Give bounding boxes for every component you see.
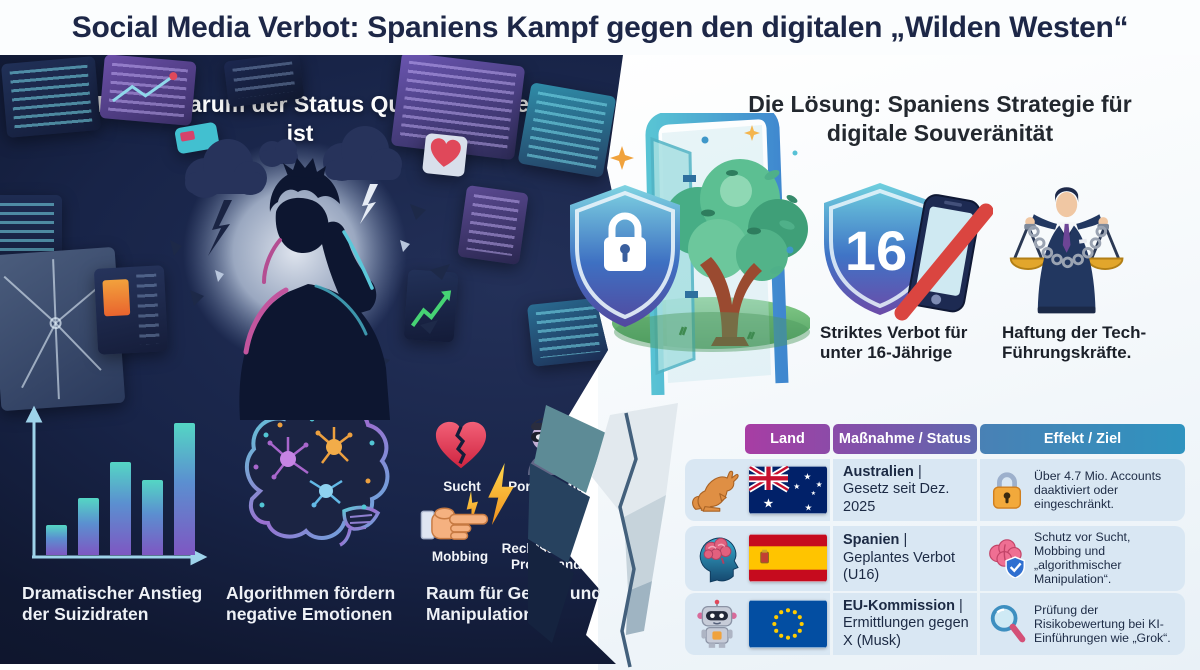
light-shards <box>215 240 410 282</box>
chart-bar <box>174 423 195 555</box>
caption-suicide-rates: Dramatischer Anstieg der Suizidraten <box>22 583 203 624</box>
sparkles <box>610 125 798 274</box>
storm-clouds <box>185 126 402 198</box>
lightning-bolt-icon <box>488 463 514 525</box>
ban-slash <box>894 203 993 321</box>
title-bar: Social Media Verbot: Spaniens Kampf gege… <box>0 0 1200 55</box>
broken-heart-icon <box>435 421 487 469</box>
broken-screen <box>0 246 126 412</box>
svg-text:★: ★ <box>816 480 823 489</box>
effect-text: Schutz vor Sucht, Mobbing und „algorithm… <box>1034 530 1131 587</box>
up-arrow-chart <box>410 290 452 327</box>
kangaroo-icon <box>692 470 739 512</box>
col-header-effekt: Effekt / Ziel <box>980 424 1185 454</box>
svg-text:★: ★ <box>804 472 812 482</box>
cliff-crack-art <box>528 403 678 668</box>
grass <box>678 326 756 340</box>
door-tree-shield-art <box>570 113 810 396</box>
pointing-hand-icon <box>420 507 489 540</box>
effect-text: Über 4.7 Mio. Accounts daaktiviert oder … <box>1034 468 1162 512</box>
distressed-teen-art <box>170 126 450 420</box>
heart-screen <box>422 132 468 178</box>
padlock-icon <box>992 472 1022 509</box>
content: Die Krise: Warum der Status Quo gescheit… <box>0 55 1200 670</box>
caption-algorithms: Algorithmen fördern negative Emotionen <box>226 583 396 624</box>
teen-silhouette <box>239 158 390 420</box>
table-row: ★ ★ ★ ★ ★ ★ Australien | Gesetz seit Dez. … <box>685 459 1188 521</box>
risk-label: Sucht <box>443 479 481 494</box>
neuron-blue <box>309 479 343 508</box>
measures-table: Land Maßnahme / Status Effekt / Ziel <box>685 424 1188 655</box>
age-badge: 16 <box>845 219 907 282</box>
chart-bar <box>142 480 163 555</box>
crisis-panel: Die Krise: Warum der Status Quo gescheit… <box>0 55 623 664</box>
spain-flag <box>749 534 827 582</box>
table-row: EU-Kommission | Ermittlungen gegen X (Mu… <box>685 593 1188 655</box>
lightning-icon <box>360 184 378 224</box>
chart-axes <box>25 405 208 566</box>
head-brain-icon <box>699 538 739 583</box>
screen-window <box>0 56 102 138</box>
svg-text:★: ★ <box>763 496 774 511</box>
svg-text:★: ★ <box>811 490 816 497</box>
executive-chained-scales-icon <box>1009 187 1124 314</box>
rim-light <box>243 230 374 355</box>
australia-flag: ★ ★★ ★★ ★ <box>749 466 827 513</box>
lightning-icon <box>208 200 232 256</box>
table-row: Spanien | Geplantes Verbot (U16) Schutz … <box>685 526 1188 591</box>
chart-bars <box>46 423 195 555</box>
col-header-land: Land <box>745 424 830 454</box>
lock-shield <box>570 185 680 327</box>
effect-text: Prüfung der Risikobewertung bei KI-Einfü… <box>1034 602 1171 646</box>
risk-label: Mobbing <box>431 549 489 564</box>
svg-text:★: ★ <box>805 503 813 513</box>
tree <box>664 159 808 346</box>
eu-flag <box>749 600 827 648</box>
measure-label-liability: Haftung der Tech-Führungskräfte. <box>1002 323 1147 363</box>
page-title: Social Media Verbot: Spaniens Kampf gege… <box>71 10 1129 44</box>
screen-window <box>99 55 197 126</box>
svg-text:★: ★ <box>793 482 800 491</box>
chart-screen <box>403 269 459 343</box>
robot-icon <box>697 599 737 648</box>
measure-label-ban: Striktes Verbot für unter 16-Jährige <box>820 323 968 363</box>
measure-text: Australien | Gesetz seit Dez. 2025 <box>843 463 950 515</box>
solution-heading: Die Lösung: Spaniens Strategie für digit… <box>748 91 1132 146</box>
screen-window <box>223 55 305 108</box>
chain-icon <box>1028 225 1108 269</box>
measure-text: EU-Kommission | Ermittlungen gegen X (Mu… <box>843 597 969 649</box>
measure-text: Spanien | Geplantes Verbot (U16) <box>843 532 956 583</box>
glass-crack <box>3 259 106 400</box>
table-header: Land Maßnahme / Status Effekt / Ziel <box>745 424 1188 454</box>
neuron-orange <box>315 427 353 464</box>
padlock-shackle <box>608 212 642 239</box>
suicide-rate-chart <box>18 405 208 567</box>
col-header-massnahme: Maßnahme / Status <box>833 424 977 454</box>
magnifier-icon <box>990 604 1026 643</box>
chart-bar <box>78 498 99 555</box>
neuron-purple <box>267 437 309 480</box>
heart-icon <box>430 138 461 167</box>
lightning-bolt-icon <box>466 490 478 523</box>
shield-16-phone-ban-icon: 16 <box>824 183 993 321</box>
chart-bar <box>110 462 131 555</box>
brain-shield-icon <box>989 539 1025 579</box>
chart-bar <box>46 525 67 555</box>
